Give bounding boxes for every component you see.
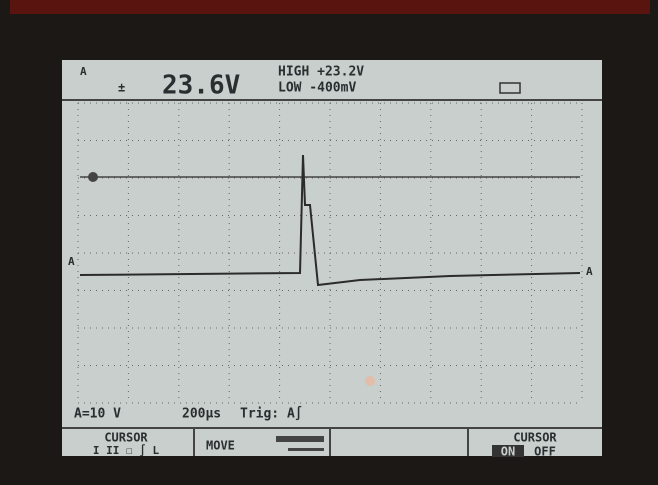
probe-icon: ±	[118, 81, 125, 95]
reading: 23.6V	[162, 71, 240, 101]
channel: A	[80, 65, 87, 78]
trigger: Trig: A∫	[240, 406, 303, 422]
bezel-top	[10, 0, 650, 14]
reflection	[365, 376, 375, 386]
move-icon	[276, 436, 324, 442]
lcd	[62, 60, 602, 456]
photo: A ± 23.6V HIGH +23.2V LOW -400mV A A A=1…	[0, 0, 658, 485]
cursor-handle	[88, 172, 98, 182]
timebase: 200µs	[182, 407, 221, 422]
softkey-title[interactable]: CURSOR	[104, 431, 148, 445]
marker-left: A	[68, 255, 75, 268]
softkey-title[interactable]: CURSOR	[513, 431, 557, 445]
softkey-on[interactable]: ON	[501, 445, 515, 459]
low: LOW -400mV	[278, 81, 356, 96]
high: HIGH +23.2V	[278, 65, 364, 80]
scale: A=10 V	[74, 407, 121, 422]
softkey-title[interactable]: MOVE	[206, 439, 235, 453]
move-icon	[288, 448, 324, 451]
softkey-options[interactable]: I II ☐ ∫ L	[93, 444, 160, 457]
softkey-off[interactable]: OFF	[534, 445, 556, 459]
marker-right: A	[586, 265, 593, 278]
scope-display: A ± 23.6V HIGH +23.2V LOW -400mV A A A=1…	[0, 0, 658, 485]
